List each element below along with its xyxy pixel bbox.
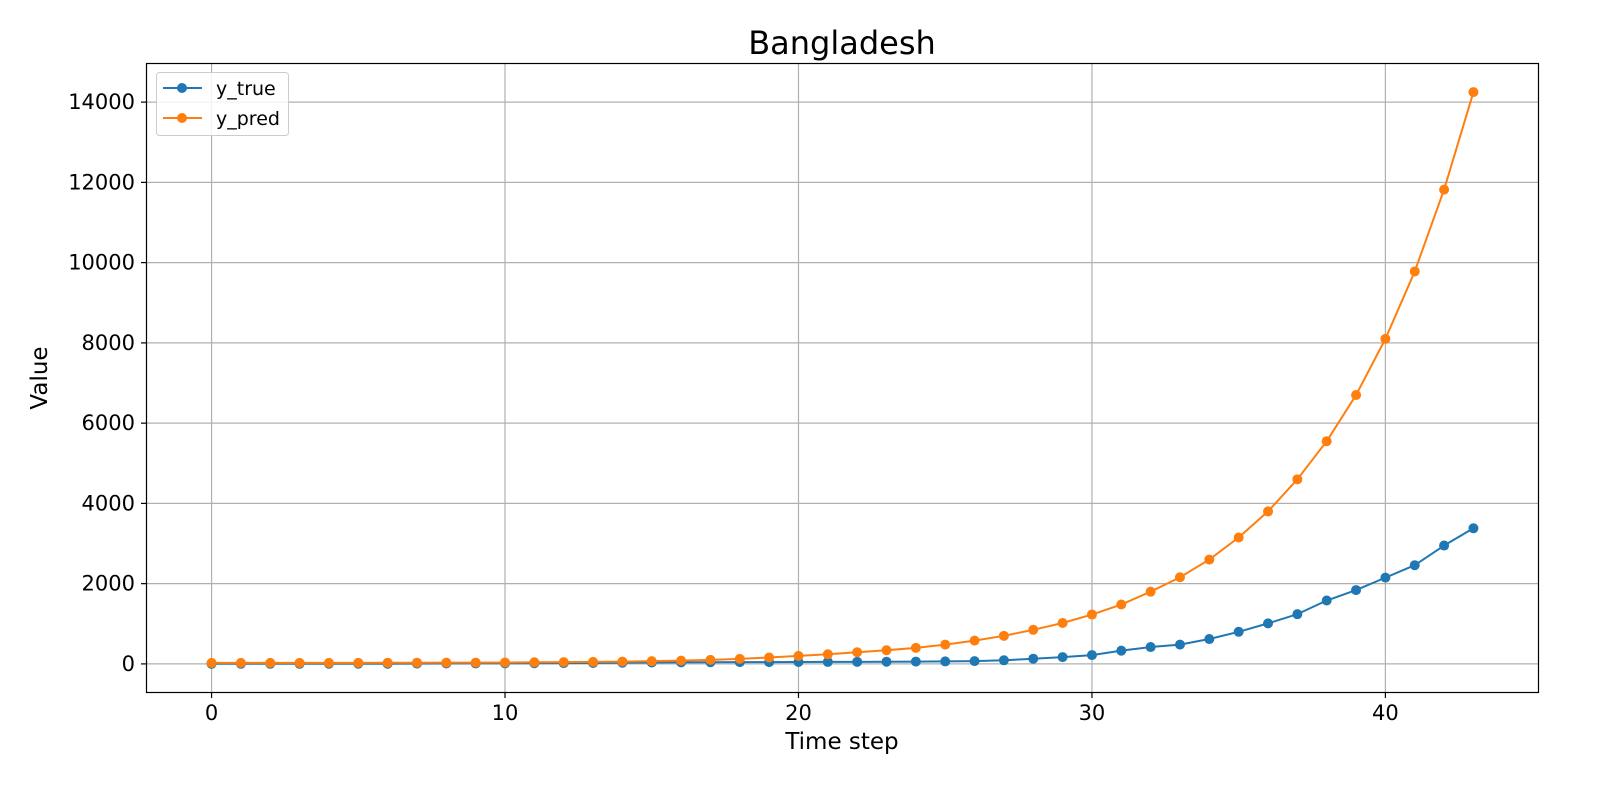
data-point-y-pred xyxy=(470,657,481,668)
data-point-y-pred xyxy=(1439,184,1450,195)
grid xyxy=(147,64,1538,692)
x-axis: 0 10 20 30 40 xyxy=(205,692,1399,725)
legend-marker-y-true xyxy=(177,83,187,93)
data-point-y-pred xyxy=(764,652,775,663)
data-point-y-true xyxy=(881,656,892,667)
data-point-y-pred xyxy=(998,630,1009,641)
data-point-y-true xyxy=(822,656,833,667)
data-point-y-pred xyxy=(676,655,687,666)
data-point-y-true xyxy=(1116,645,1127,656)
x-axis-title: Time step xyxy=(784,729,898,755)
data-point-y-true xyxy=(969,656,980,667)
data-point-y-pred xyxy=(235,657,246,668)
data-point-y-pred xyxy=(1292,474,1303,485)
data-point-y-true xyxy=(1174,639,1185,650)
data-point-y-pred xyxy=(294,657,305,668)
data-point-y-pred xyxy=(353,657,364,668)
data-point-y-pred xyxy=(617,656,628,667)
data-point-y-true xyxy=(1263,618,1274,629)
data-point-y-pred xyxy=(1204,554,1215,565)
x-tick-label: 0 xyxy=(205,701,218,725)
data-point-y-pred xyxy=(382,657,393,668)
data-point-y-true xyxy=(852,656,863,667)
data-point-y-pred xyxy=(940,639,951,650)
data-point-y-pred xyxy=(441,657,452,668)
data-point-y-true xyxy=(1292,609,1303,620)
data-point-y-pred xyxy=(1351,390,1362,401)
data-point-y-true xyxy=(998,655,1009,666)
data-point-y-pred xyxy=(822,649,833,660)
data-point-y-pred xyxy=(1116,599,1127,610)
legend-label-y-true: y_true xyxy=(216,78,276,100)
data-point-y-true xyxy=(1204,634,1215,645)
x-tick-label: 10 xyxy=(492,701,519,725)
data-point-y-true xyxy=(1233,626,1244,637)
x-tick-label: 20 xyxy=(785,701,812,725)
data-point-y-true xyxy=(1468,523,1479,534)
series-layer xyxy=(206,87,1479,669)
y-tick-label: 12000 xyxy=(68,170,135,194)
legend-marker-y-pred xyxy=(177,113,187,123)
data-point-y-pred xyxy=(500,657,511,668)
data-point-y-pred xyxy=(1174,572,1185,583)
data-point-y-true xyxy=(1028,653,1039,664)
data-point-y-pred xyxy=(1409,266,1420,277)
data-point-y-pred xyxy=(852,647,863,658)
data-point-y-pred xyxy=(411,657,422,668)
data-point-y-pred xyxy=(1057,617,1068,628)
data-point-y-pred xyxy=(793,650,804,661)
data-point-y-true xyxy=(1145,642,1156,653)
data-point-y-true xyxy=(1439,540,1450,551)
data-point-y-pred xyxy=(1468,87,1479,98)
data-point-y-pred xyxy=(910,642,921,653)
data-point-y-pred xyxy=(1380,333,1391,344)
data-point-y-pred xyxy=(588,656,599,667)
data-point-y-pred xyxy=(1233,532,1244,543)
legend-label-y-pred: y_pred xyxy=(216,108,280,130)
data-point-y-true xyxy=(940,656,951,667)
data-point-y-pred xyxy=(206,657,217,668)
data-point-y-pred xyxy=(558,657,569,668)
y-tick-label: 14000 xyxy=(68,90,135,114)
y-tick-label: 6000 xyxy=(82,411,135,435)
x-tick-label: 30 xyxy=(1079,701,1106,725)
plot-frame xyxy=(145,62,1540,694)
y-tick-label: 8000 xyxy=(82,331,135,355)
y-tick-label: 2000 xyxy=(82,572,135,596)
data-point-y-pred xyxy=(1145,586,1156,597)
y-tick-label: 10000 xyxy=(68,251,135,275)
y-tick-label: 0 xyxy=(122,652,135,676)
data-point-y-pred xyxy=(265,657,276,668)
data-point-y-pred xyxy=(323,657,334,668)
data-point-y-pred xyxy=(734,653,745,664)
data-point-y-true xyxy=(1057,652,1068,663)
data-point-y-pred xyxy=(1086,609,1097,620)
chart-title: Bangladesh xyxy=(748,24,936,62)
x-tick-label: 40 xyxy=(1372,701,1399,725)
y-axis: 0 2000 4000 6000 8000 10000 12000 14000 xyxy=(68,90,147,676)
data-point-y-pred xyxy=(1263,506,1274,517)
data-point-y-pred xyxy=(705,654,716,665)
data-point-y-pred xyxy=(1321,436,1332,447)
data-point-y-true xyxy=(910,656,921,667)
data-point-y-true xyxy=(1086,650,1097,661)
data-point-y-true xyxy=(1321,595,1332,606)
data-point-y-true xyxy=(1409,560,1420,571)
data-point-y-pred xyxy=(646,656,657,667)
y-tick-label: 4000 xyxy=(82,491,135,515)
legend: y_true y_pred xyxy=(156,72,289,136)
data-point-y-pred xyxy=(529,657,540,668)
data-point-y-pred xyxy=(1028,624,1039,635)
data-point-y-pred xyxy=(969,635,980,646)
y-axis-title: Value xyxy=(27,346,53,409)
data-point-y-true xyxy=(1380,572,1391,583)
data-point-y-true xyxy=(1351,585,1362,596)
data-point-y-pred xyxy=(881,645,892,656)
